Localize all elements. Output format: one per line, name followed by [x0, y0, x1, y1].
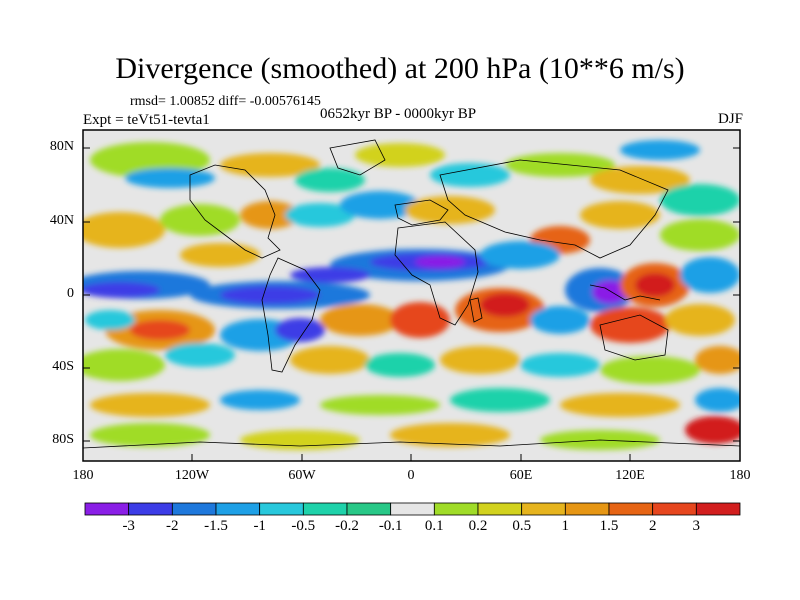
colorbar-label: 0.2 — [468, 518, 488, 534]
colorbar-box-2 — [171, 502, 217, 516]
season-label: DJF — [717, 111, 743, 127]
colorbar-label: -0.1 — [378, 518, 403, 534]
lon-label-0: 0 — [407, 468, 415, 483]
colorbar-label: 0.5 — [512, 518, 532, 534]
colorbar-label: -2 — [166, 518, 179, 534]
lat-label-80n: 80N — [49, 139, 74, 154]
colorbar-label: 2 — [648, 518, 657, 534]
colorbar-label: 3 — [692, 518, 701, 534]
colorbar-box-1 — [128, 502, 173, 516]
lon-label-60w: 60W — [288, 468, 316, 483]
colorbar-box-10 — [521, 502, 566, 516]
plot-title: Divergence (smoothed) at 200 hPa (10**6 … — [115, 52, 685, 85]
lon-label-60e: 60E — [509, 468, 533, 483]
colorbar-box-0 — [84, 502, 130, 516]
lon-label-120w: 120W — [174, 468, 210, 483]
lat-label-40n: 40N — [49, 213, 74, 228]
colorbar-label: -1 — [253, 518, 266, 534]
colorbar-label: -1.5 — [204, 518, 228, 534]
colorbar-box-8 — [433, 502, 479, 516]
colorbar-label: -0.2 — [335, 518, 359, 534]
coastlines — [83, 139, 740, 449]
period-label: 0652kyr BP - 0000kyr BP — [320, 106, 477, 122]
lat-label-80s: 80S — [52, 432, 74, 447]
colorbar-label: -0.5 — [291, 518, 316, 534]
lon-label-180e: 180 — [729, 468, 751, 483]
stats-text: rmsd= 1.00852 diff= -0.00576145 — [130, 94, 321, 109]
divergence-field — [83, 140, 740, 450]
colorbar-box-3 — [215, 502, 261, 516]
colorbar-label: 1 — [561, 518, 570, 534]
colorbar-label: 0.1 — [424, 518, 444, 534]
lat-label-0: 0 — [67, 286, 74, 301]
colorbar-box-12 — [608, 502, 654, 516]
colorbar-box-14 — [695, 502, 741, 516]
colorbar — [84, 502, 741, 516]
colorbar-label: 1.5 — [599, 518, 619, 534]
colorbar-box-9 — [477, 502, 523, 516]
lat-label-40s: 40S — [52, 359, 74, 374]
colorbar-box-5 — [302, 502, 348, 516]
axis-ticks — [83, 147, 740, 461]
lon-label-180w: 180 — [72, 468, 94, 483]
colorbar-box-13 — [652, 502, 697, 516]
experiment-label: Expt = teVt51-tevta1 — [83, 112, 210, 128]
colorbar-box-6 — [346, 502, 392, 516]
colorbar-label: -3 — [122, 518, 135, 534]
colorbar-box-4 — [259, 502, 304, 516]
colorbar-box-11 — [564, 502, 610, 516]
lon-label-120e: 120E — [615, 468, 645, 483]
colorbar-box-7 — [390, 502, 435, 516]
